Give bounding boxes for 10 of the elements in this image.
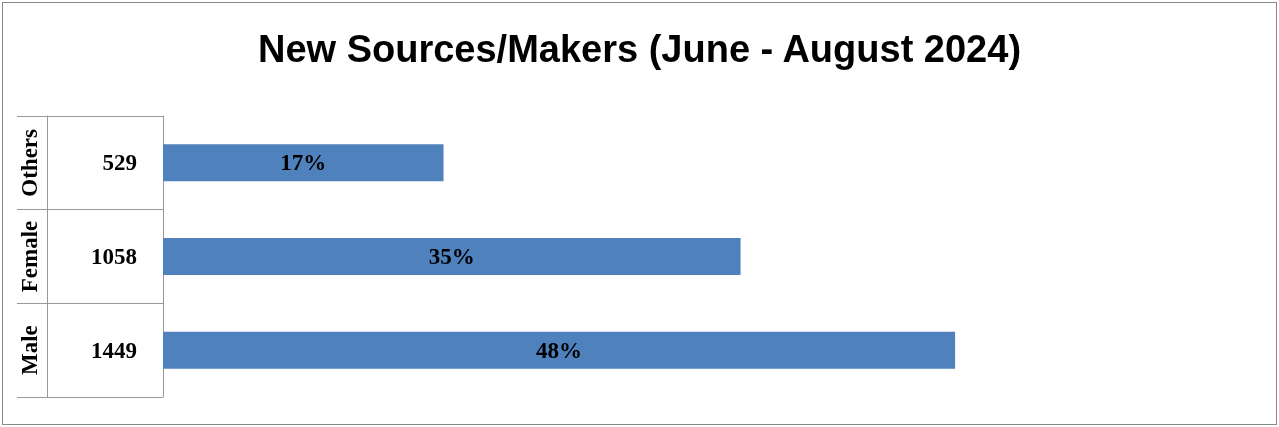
data-label: 17%	[280, 150, 327, 176]
text: 1449	[91, 337, 137, 363]
y-tick-label: Male	[17, 325, 42, 376]
data-label: 48%	[536, 337, 583, 363]
chart-title: New Sources/Makers (June - August 2024)	[257, 28, 1022, 70]
data-label: 35%	[428, 244, 475, 269]
y-tick-label: Female	[17, 220, 42, 293]
text: 529	[102, 150, 137, 176]
text: 1058	[91, 244, 137, 269]
y-tick-label: Others	[17, 128, 42, 197]
